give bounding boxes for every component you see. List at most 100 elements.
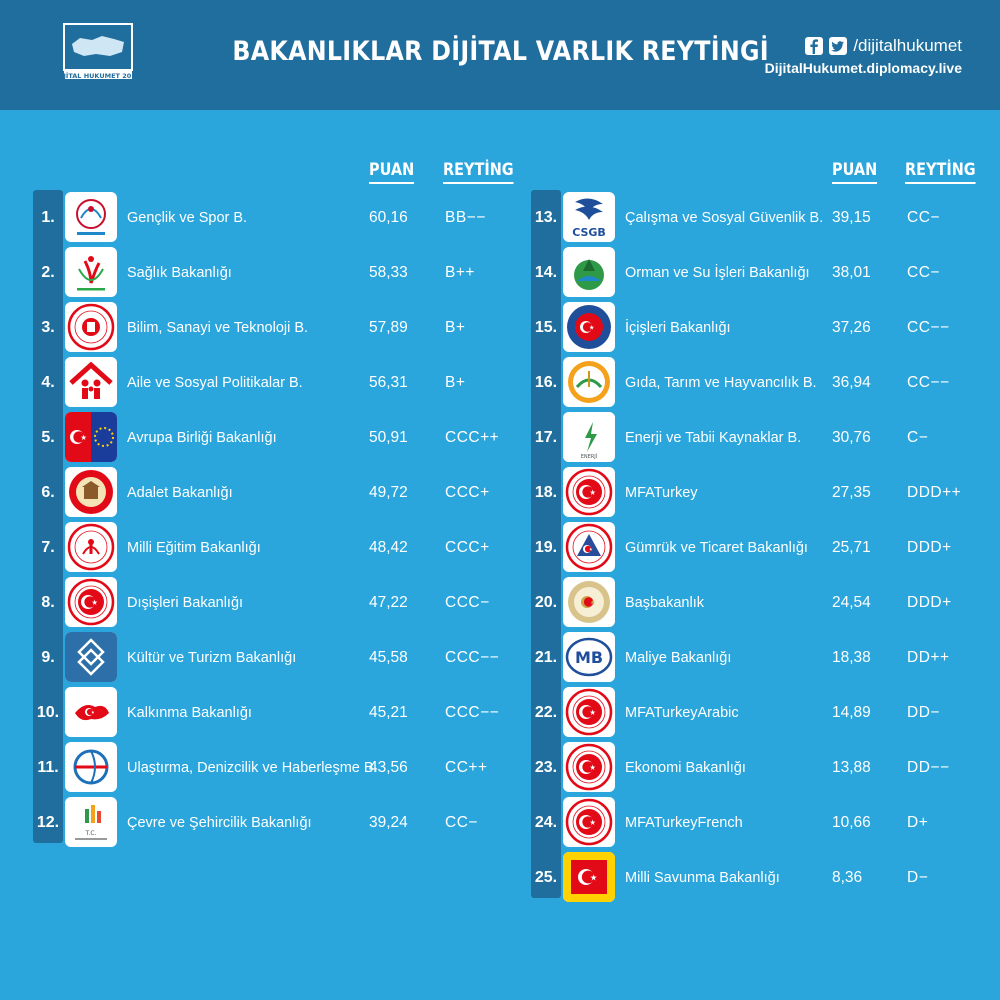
ministry-name: İçişleri Bakanlığı: [625, 319, 731, 336]
ministry-name: Çalışma ve Sosyal Güvenlik B.: [625, 209, 824, 226]
score-value: 60,16: [369, 208, 408, 226]
rank-number: 4.: [41, 373, 55, 391]
score-value: 58,33: [369, 263, 408, 281]
score-value: 45,21: [369, 703, 408, 721]
rank-number: 8.: [41, 593, 55, 611]
ranking-row: 23. Ekonomi Bakanlığı 13,88 DD−−: [531, 740, 987, 795]
rating-value: CC−: [907, 208, 940, 226]
page-title: BAKANLIKLAR DİJİTAL VARLIK REYTİNGİ: [232, 36, 769, 67]
ranking-row: 8. Dışişleri Bakanlığı 47,22 CCC−: [33, 575, 525, 630]
mfa-seal-logo: [563, 687, 615, 737]
ranking-row: 9. Kültür ve Turizm Bakanlığı 45,58 CCC−−: [33, 630, 525, 685]
culture-tourism-logo: [65, 632, 117, 682]
twitter-icon[interactable]: [829, 37, 848, 55]
rating-value: D+: [907, 813, 929, 831]
education-logo: [65, 522, 117, 572]
ministry-name: Gümrük ve Ticaret Bakanlığı: [625, 539, 808, 556]
ranking-row: 17. ENERJİ Enerji ve Tabii Kaynaklar B. 30,…: [531, 410, 987, 465]
rank-number: 10.: [36, 703, 60, 721]
ranking-row: 7. Milli Eğitim Bakanlığı 48,42 CCC+: [33, 520, 525, 575]
svg-text:MB: MB: [575, 648, 603, 667]
foreign-affairs-logo: [65, 577, 117, 627]
rating-value: B++: [445, 263, 475, 281]
ministry-name: MFATurkey: [625, 484, 698, 501]
ministry-name: Aile ve Sosyal Politikalar B.: [127, 374, 303, 391]
rank-number: 24.: [534, 813, 558, 831]
ranking-row: 11. Ulaştırma, Denizcilik ve Haberleşme B…: [33, 740, 525, 795]
agriculture-logo: [563, 357, 615, 407]
ministry-name: Milli Eğitim Bakanlığı: [127, 539, 261, 556]
column-header-score-left: PUAN: [369, 160, 415, 184]
rating-value: DDD+: [907, 593, 952, 611]
score-value: 43,56: [369, 758, 408, 776]
score-value: 24,54: [832, 593, 871, 611]
ministry-name: Milli Savunma Bakanlığı: [625, 869, 780, 886]
ministry-name: MFATurkeyArabic: [625, 704, 739, 721]
column-header-rating-right: REYTİNG: [905, 160, 976, 184]
rank-number: 9.: [41, 648, 55, 666]
ranking-row: 15. İçişleri Bakanlığı 37,26 CC−−: [531, 300, 987, 355]
finance-logo: MB: [563, 632, 615, 682]
ministry-name: Dışişleri Bakanlığı: [127, 594, 244, 611]
column-header-rating-left: REYTİNG: [443, 160, 514, 184]
rating-value: CC−: [907, 263, 940, 281]
ranking-row: 16. Gıda, Tarım ve Hayvancılık B. 36,94 CC−…: [531, 355, 987, 410]
score-value: 39,24: [369, 813, 408, 831]
environment-logo: T.C.: [65, 797, 117, 847]
rating-value: CC−: [445, 813, 478, 831]
ministry-name: Ulaştırma, Denizcilik ve Haberleşme B.: [127, 759, 378, 776]
ministry-name: Başbakanlık: [625, 594, 704, 611]
score-value: 27,35: [832, 483, 871, 501]
ranking-row: 21. MB Maliye Bakanlığı 18,38 DD++: [531, 630, 987, 685]
defense-logo: [563, 852, 615, 902]
ranking-row: 1. Gençlik ve Spor B. 60,16 BB−−: [33, 190, 525, 245]
svg-text:T.C.: T.C.: [85, 830, 97, 837]
score-value: 38,01: [832, 263, 871, 281]
score-value: 10,66: [832, 813, 871, 831]
rating-value: DDD+: [907, 538, 952, 556]
ministry-name: Gıda, Tarım ve Hayvancılık B.: [625, 374, 817, 391]
ministry-name: Gençlik ve Spor B.: [127, 209, 248, 226]
rank-number: 6.: [41, 483, 55, 501]
svg-text:ENERJİ: ENERJİ: [581, 453, 597, 460]
ranking-row: 13. CSGB Çalışma ve Sosyal Güvenlik B. 39,1…: [531, 190, 987, 245]
score-value: 13,88: [832, 758, 871, 776]
social-handle[interactable]: /dijitalhukumet: [853, 36, 962, 55]
rank-number: 16.: [534, 373, 558, 391]
rating-value: CCC−−: [445, 648, 500, 666]
rank-number: 17.: [534, 428, 558, 446]
rank-number: 18.: [534, 483, 558, 501]
mfa-seal-logo: [563, 467, 615, 517]
ministry-name: Maliye Bakanlığı: [625, 649, 732, 666]
rating-value: C−: [907, 428, 929, 446]
ranking-row: 3. Bilim, Sanayi ve Teknoloji B. 57,89 B+: [33, 300, 525, 355]
rank-number: 5.: [41, 428, 55, 446]
score-value: 48,42: [369, 538, 408, 556]
facebook-icon[interactable]: [805, 37, 824, 55]
social-block: /dijitalhukumet DijitalHukumet.diplomacy…: [765, 34, 962, 76]
ministry-name: Avrupa Birliği Bakanlığı: [127, 429, 277, 446]
rank-number: 21.: [534, 648, 558, 666]
ranking-row: 18. MFATurkey 27,35 DDD++: [531, 465, 987, 520]
score-value: 25,71: [832, 538, 871, 556]
score-value: 47,22: [369, 593, 408, 611]
ranking-row: 12. T.C. Çevre ve Şehircilik Bakanlığı 39,2…: [33, 795, 525, 850]
transport-logo: [65, 742, 117, 792]
rank-number: 15.: [534, 318, 558, 336]
rank-number: 23.: [534, 758, 558, 776]
customs-logo: [563, 522, 615, 572]
score-value: 30,76: [832, 428, 871, 446]
rank-number: 1.: [41, 208, 55, 226]
rating-value: CCC++: [445, 428, 500, 446]
score-value: 49,72: [369, 483, 408, 501]
rating-value: CC−−: [907, 373, 950, 391]
website-link[interactable]: DijitalHukumet.diplomacy.live: [764, 60, 962, 76]
rating-value: CC++: [445, 758, 488, 776]
economy-logo: [563, 742, 615, 792]
rank-number: 3.: [41, 318, 55, 336]
rank-number: 14.: [534, 263, 558, 281]
ministry-name: Çevre ve Şehircilik Bakanlığı: [127, 814, 312, 831]
ranking-row: 10. Kalkınma Bakanlığı 45,21 CCC−−: [33, 685, 525, 740]
ministry-name: Orman ve Su İşleri Bakanlığı: [625, 264, 810, 281]
rank-number: 7.: [41, 538, 55, 556]
